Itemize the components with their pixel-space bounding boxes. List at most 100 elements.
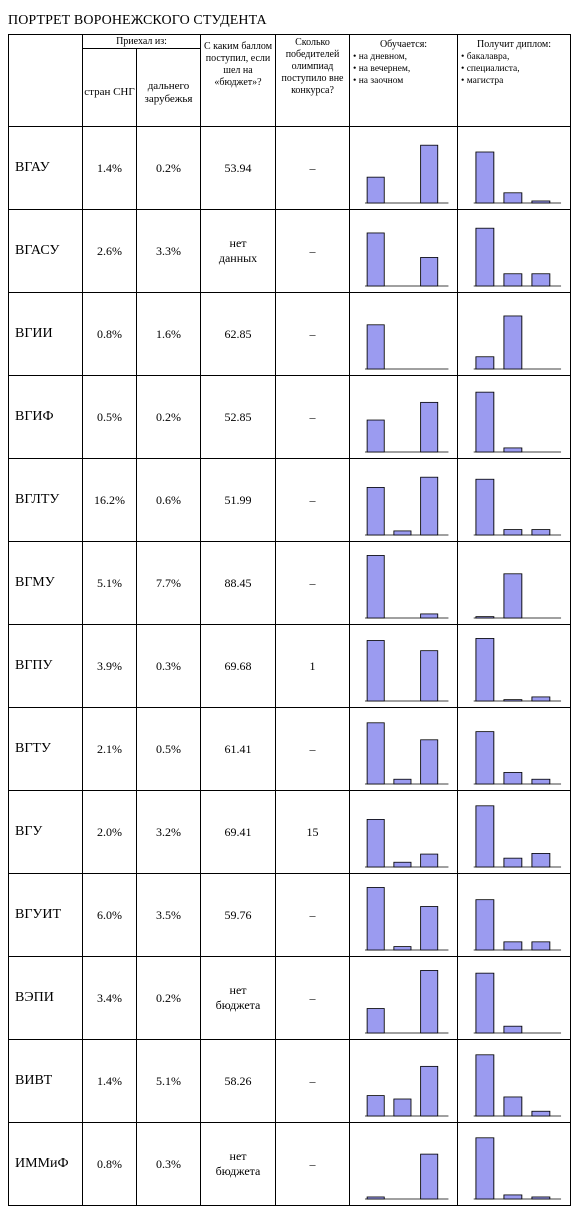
study-form-chart bbox=[364, 1065, 449, 1117]
study-form-cell bbox=[349, 541, 459, 625]
diploma-bar-1 bbox=[503, 1025, 523, 1034]
admission-score: 61.41 bbox=[200, 707, 277, 791]
diploma-cell bbox=[457, 209, 572, 293]
study-form-chart bbox=[364, 555, 449, 619]
diploma-bar-2 bbox=[531, 941, 551, 951]
study-form-cell bbox=[349, 209, 459, 293]
cis-percent: 3.4% bbox=[82, 956, 137, 1040]
far-abroad-percent: 0.6% bbox=[135, 458, 202, 542]
study-form-bar-0 bbox=[366, 640, 385, 702]
study-form-cell bbox=[349, 624, 459, 708]
far-abroad-percent: 3.2% bbox=[135, 790, 202, 874]
diploma-chart bbox=[473, 315, 562, 370]
diploma-cell bbox=[457, 624, 572, 708]
diploma-bar-1 bbox=[503, 573, 523, 619]
cis-percent: 16.2% bbox=[82, 458, 137, 542]
olympiad-winners: – bbox=[275, 292, 351, 376]
diploma-cell bbox=[457, 956, 572, 1040]
table-row: ВГУИТ 6.0% 3.5% 59.76– bbox=[8, 873, 572, 957]
study-form-cell bbox=[349, 1039, 459, 1123]
admission-score: 62.85 bbox=[200, 292, 277, 376]
university-name: ВГЛТУ bbox=[8, 458, 83, 542]
diploma-cell bbox=[457, 458, 572, 542]
cis-percent: 2.1% bbox=[82, 707, 137, 791]
diploma-chart bbox=[473, 805, 562, 868]
far-abroad-percent: 1.6% bbox=[135, 292, 202, 376]
cis-percent: 0.5% bbox=[82, 375, 137, 459]
diploma-bar-1 bbox=[503, 1096, 523, 1117]
diploma-chart bbox=[473, 391, 562, 453]
study-form-bar-2 bbox=[420, 401, 439, 453]
cis-percent: 1.4% bbox=[82, 1039, 137, 1123]
study-form-bar-2 bbox=[420, 853, 439, 868]
study-form-bar-2 bbox=[420, 1153, 439, 1200]
study-form-bar-2 bbox=[420, 970, 439, 1034]
diploma-bar-2 bbox=[531, 200, 551, 204]
diploma-bar-2 bbox=[531, 529, 551, 536]
olympiad-winners: – bbox=[275, 1122, 351, 1206]
study-form-bar-0 bbox=[366, 722, 385, 785]
cis-percent: 5.1% bbox=[82, 541, 137, 625]
study-form-item-day: • на дневном, bbox=[353, 52, 408, 62]
diploma-item-master: • магистра bbox=[461, 76, 504, 86]
diploma-bar-1 bbox=[503, 1194, 523, 1200]
header-olympiad: Сколько победителей олимпиад поступило в… bbox=[275, 34, 351, 127]
header-arrived-from: Приехал из: bbox=[81, 34, 202, 49]
study-form-chart bbox=[364, 640, 449, 702]
study-form-chart bbox=[364, 144, 449, 204]
study-form-bar-2 bbox=[420, 650, 439, 702]
study-form-bar-0 bbox=[366, 887, 385, 951]
diploma-bar-2 bbox=[531, 696, 551, 702]
header-university bbox=[8, 34, 83, 127]
header-diploma: Получит диплом: • бакалавра, • специалис… bbox=[457, 34, 572, 127]
study-form-bar-2 bbox=[420, 739, 439, 785]
study-form-bar-1 bbox=[393, 778, 412, 785]
table-row: ВГМУ 5.1% 7.7% 88.45– bbox=[8, 541, 572, 625]
cis-percent: 0.8% bbox=[82, 292, 137, 376]
diploma-bar-0 bbox=[475, 638, 495, 702]
university-name: ВЭПИ bbox=[8, 956, 83, 1040]
far-abroad-percent: 0.5% bbox=[135, 707, 202, 791]
olympiad-winners: – bbox=[275, 126, 351, 210]
diploma-chart bbox=[473, 478, 562, 536]
university-name: ИММиФ bbox=[8, 1122, 83, 1206]
cis-percent: 0.8% bbox=[82, 1122, 137, 1206]
study-form-bar-0 bbox=[366, 176, 385, 204]
cis-percent: 6.0% bbox=[82, 873, 137, 957]
study-form-item-correspondence: • на заочном bbox=[353, 76, 404, 86]
university-name: ВГТУ bbox=[8, 707, 83, 791]
admission-score: 58.26 bbox=[200, 1039, 277, 1123]
diploma-bar-0 bbox=[475, 616, 495, 619]
table-row: ВГАСУ 2.6% 3.3% нет данных – bbox=[8, 209, 572, 293]
diploma-chart bbox=[473, 151, 562, 204]
study-form-bar-0 bbox=[366, 1008, 385, 1034]
admission-score: нет бюджета bbox=[200, 956, 277, 1040]
table-row: ВГИИ 0.8% 1.6% 62.85– bbox=[8, 292, 572, 376]
study-form-bar-1 bbox=[393, 1098, 412, 1117]
diploma-cell bbox=[457, 790, 572, 874]
diploma-bar-0 bbox=[475, 151, 495, 204]
diploma-bar-2 bbox=[531, 1196, 551, 1200]
diploma-bar-1 bbox=[503, 447, 523, 453]
olympiad-winners: – bbox=[275, 458, 351, 542]
table-row: ВГУ 2.0% 3.2% 69.41 15 bbox=[8, 790, 572, 874]
diploma-bar-0 bbox=[475, 731, 495, 785]
study-form-cell bbox=[349, 956, 459, 1040]
diploma-chart bbox=[473, 573, 562, 619]
far-abroad-percent: 3.3% bbox=[135, 209, 202, 293]
diploma-bar-0 bbox=[475, 1054, 495, 1117]
student-portrait-table: Приехал из: С каким баллом поступил, есл… bbox=[8, 34, 572, 1206]
diploma-bar-0 bbox=[475, 227, 495, 287]
far-abroad-percent: 0.2% bbox=[135, 375, 202, 459]
admission-score: нет данных bbox=[200, 209, 277, 293]
olympiad-winners: – bbox=[275, 707, 351, 791]
diploma-bar-1 bbox=[503, 273, 523, 287]
admission-score: 52.85 bbox=[200, 375, 277, 459]
study-form-bar-1 bbox=[393, 946, 412, 951]
university-name: ВГАУ bbox=[8, 126, 83, 210]
table-row: ИММиФ 0.8% 0.3% нет бюджета – bbox=[8, 1122, 572, 1206]
admission-score: нет бюджета bbox=[200, 1122, 277, 1206]
diploma-cell bbox=[457, 873, 572, 957]
far-abroad-percent: 0.3% bbox=[135, 1122, 202, 1206]
study-form-chart bbox=[364, 401, 449, 453]
